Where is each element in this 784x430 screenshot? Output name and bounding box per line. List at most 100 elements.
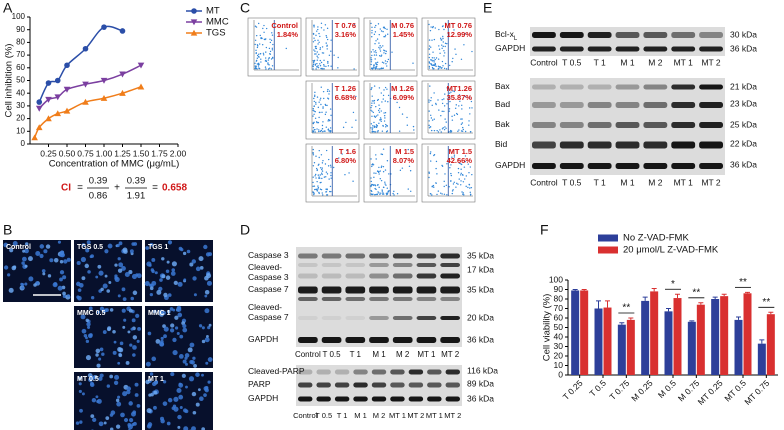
row-label: Caspase 3 xyxy=(248,272,289,282)
event-dot xyxy=(428,56,430,59)
event-dot xyxy=(460,123,463,125)
nucleus xyxy=(166,421,171,426)
band xyxy=(587,102,612,108)
event-dot xyxy=(370,63,372,66)
band xyxy=(298,382,313,388)
event-dot xyxy=(317,43,319,45)
event-dot xyxy=(382,165,385,168)
nucleus xyxy=(81,392,85,396)
nucleus xyxy=(81,276,86,281)
nucleus xyxy=(122,325,126,329)
row-label-text: Bcl-x xyxy=(495,29,515,39)
event-dot xyxy=(379,28,381,30)
event-dot xyxy=(437,190,440,192)
event-dot xyxy=(459,174,462,176)
lane-label: M 2 xyxy=(648,177,662,187)
error-bar xyxy=(628,317,634,320)
event-dot xyxy=(428,101,430,103)
data-point xyxy=(31,134,38,141)
event-dot xyxy=(441,47,443,49)
event-dot xyxy=(441,110,443,113)
event-dot xyxy=(324,113,327,116)
nucleus xyxy=(77,376,82,381)
data-point xyxy=(35,124,43,131)
nucleus xyxy=(76,295,80,299)
nucleus xyxy=(160,416,165,421)
ci-numerator: 0.39 xyxy=(127,176,146,187)
bar xyxy=(766,314,775,375)
event-dot xyxy=(458,94,461,96)
bar xyxy=(673,298,682,375)
event-dot xyxy=(370,51,373,53)
y-tick-label: 50 xyxy=(554,322,564,332)
cell-image: TGS 1 xyxy=(144,240,213,302)
kda-label: 22 kDa xyxy=(730,138,757,148)
nucleus xyxy=(96,398,102,404)
flow-plot: M 1.58.07% xyxy=(363,143,418,203)
nucleus xyxy=(145,246,150,250)
nucleus xyxy=(155,339,161,344)
event-dot xyxy=(461,126,464,129)
event-dot xyxy=(452,57,454,60)
event-dot xyxy=(321,128,324,130)
nucleus xyxy=(100,287,104,292)
nucleus xyxy=(113,380,119,385)
event-dot xyxy=(374,50,377,52)
event-dot xyxy=(352,111,355,114)
nucleus xyxy=(106,384,111,388)
event-dot xyxy=(371,87,373,89)
band xyxy=(699,84,723,90)
event-dot xyxy=(320,181,322,184)
event-dot xyxy=(314,64,317,66)
nucleus xyxy=(170,271,176,276)
band xyxy=(321,253,342,259)
lane-label: MT 2 xyxy=(441,350,460,359)
band xyxy=(416,273,437,279)
nucleus xyxy=(115,424,121,429)
event-dot xyxy=(443,55,445,57)
event-dot xyxy=(373,54,376,56)
nucleus xyxy=(171,406,176,410)
band xyxy=(392,337,413,343)
kda-label: 35 kDa xyxy=(467,284,494,294)
event-dot xyxy=(371,131,373,133)
event-dot xyxy=(255,59,258,62)
nucleus xyxy=(171,268,176,272)
event-dot xyxy=(370,67,373,70)
nucleus xyxy=(127,424,133,430)
bar xyxy=(603,307,612,375)
nucleus xyxy=(117,268,123,273)
event-dot xyxy=(452,150,454,152)
nucleus xyxy=(174,326,179,330)
event-dot xyxy=(429,152,432,155)
event-dot xyxy=(448,110,451,112)
event-dot xyxy=(387,33,389,35)
nucleus xyxy=(179,334,184,339)
event-dot xyxy=(319,97,322,99)
event-dot xyxy=(270,39,273,42)
event-dot xyxy=(325,126,328,128)
nucleus xyxy=(125,360,130,365)
nucleus xyxy=(160,336,164,341)
band xyxy=(643,163,668,169)
event-dot xyxy=(314,131,316,133)
event-dot xyxy=(446,87,448,89)
event-dot xyxy=(468,172,470,174)
nucleus xyxy=(151,258,156,262)
error-bar xyxy=(689,320,695,322)
event-dot xyxy=(438,45,440,47)
lane-label: Control xyxy=(293,411,318,420)
event-dot xyxy=(255,49,257,52)
band xyxy=(532,102,556,108)
band xyxy=(699,32,723,38)
x-tick-label: 2.00 xyxy=(170,148,187,158)
event-dot xyxy=(320,22,323,24)
event-dot xyxy=(318,177,320,179)
event-dot xyxy=(377,131,379,133)
row-label-text: Cleaved-PARP xyxy=(248,366,305,376)
nucleus xyxy=(137,326,142,331)
nucleus xyxy=(153,309,157,314)
lane-label: MT 1 xyxy=(674,57,693,67)
error-bar xyxy=(759,339,765,344)
event-dot xyxy=(256,63,259,65)
